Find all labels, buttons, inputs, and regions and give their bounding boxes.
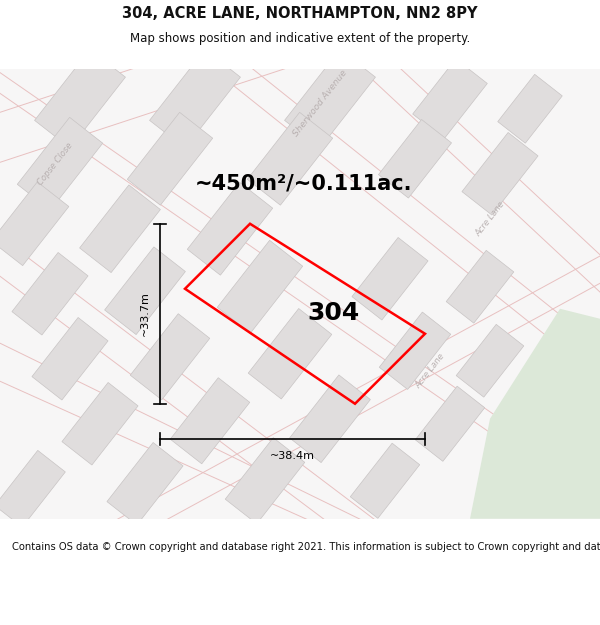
Text: Acre Lane: Acre Lane <box>473 199 506 238</box>
Text: Sherwood Avenue: Sherwood Avenue <box>291 69 349 139</box>
Polygon shape <box>470 309 600 519</box>
Text: Map shows position and indicative extent of the property.: Map shows position and indicative extent… <box>130 32 470 45</box>
Polygon shape <box>80 185 160 272</box>
Polygon shape <box>35 49 125 148</box>
Polygon shape <box>0 182 69 266</box>
Polygon shape <box>127 112 213 205</box>
Polygon shape <box>462 132 538 215</box>
Polygon shape <box>170 378 250 464</box>
Polygon shape <box>107 442 183 525</box>
Polygon shape <box>149 49 241 148</box>
Polygon shape <box>217 241 303 333</box>
Polygon shape <box>225 438 305 524</box>
Polygon shape <box>290 375 370 462</box>
Polygon shape <box>17 118 103 210</box>
Polygon shape <box>0 451 65 527</box>
Polygon shape <box>12 253 88 335</box>
Polygon shape <box>350 443 420 518</box>
Text: Acre Lane: Acre Lane <box>413 351 446 390</box>
Text: ~33.7m: ~33.7m <box>140 291 150 336</box>
Text: Contains OS data © Crown copyright and database right 2021. This information is : Contains OS data © Crown copyright and d… <box>12 542 600 552</box>
Polygon shape <box>247 112 333 205</box>
Polygon shape <box>62 382 138 465</box>
Text: 304: 304 <box>308 301 360 324</box>
Polygon shape <box>379 312 451 389</box>
Polygon shape <box>379 119 452 198</box>
Polygon shape <box>284 49 376 148</box>
Polygon shape <box>187 182 273 275</box>
Polygon shape <box>32 318 108 400</box>
Polygon shape <box>413 59 487 139</box>
Polygon shape <box>498 74 562 143</box>
Polygon shape <box>446 251 514 323</box>
Polygon shape <box>352 238 428 320</box>
Polygon shape <box>415 386 485 461</box>
Text: Copse Close: Copse Close <box>35 141 74 187</box>
Text: ~38.4m: ~38.4m <box>270 451 315 461</box>
Polygon shape <box>456 324 524 397</box>
Polygon shape <box>104 247 185 334</box>
Polygon shape <box>248 309 332 399</box>
Text: 304, ACRE LANE, NORTHAMPTON, NN2 8PY: 304, ACRE LANE, NORTHAMPTON, NN2 8PY <box>122 6 478 21</box>
Text: ~450m²/~0.111ac.: ~450m²/~0.111ac. <box>195 174 413 194</box>
Polygon shape <box>130 314 210 400</box>
